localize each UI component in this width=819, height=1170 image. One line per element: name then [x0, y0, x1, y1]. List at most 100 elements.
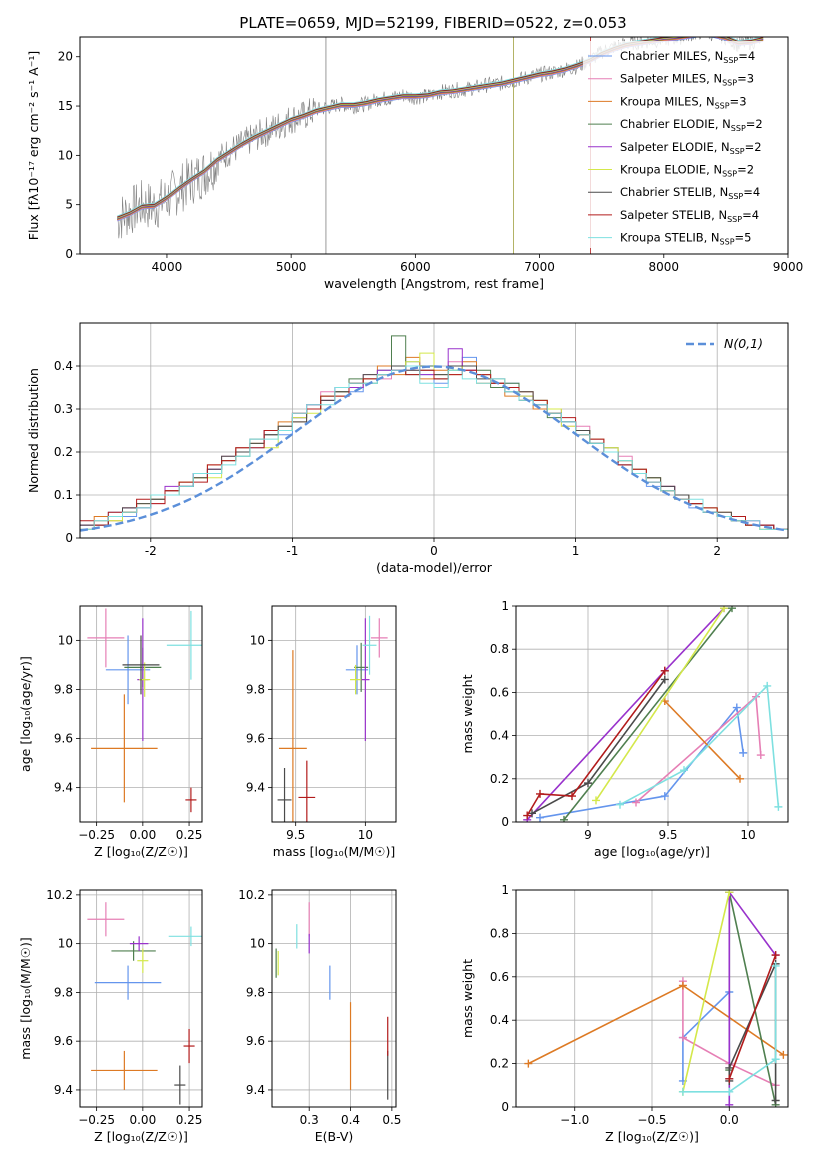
- error-bar-point: [362, 615, 377, 675]
- x-axis-label: Z [log₁₀(Z/Z☉)]: [94, 844, 188, 859]
- mass-weight-marker: [771, 1055, 780, 1064]
- legend-entry: Salpeter STELIB, NSSP=4: [620, 208, 759, 224]
- x-tick-label: 9000: [773, 260, 804, 274]
- x-tick-label: 0.5: [382, 1113, 401, 1127]
- legend-nssp-eq: =: [742, 208, 752, 222]
- error-bar-point: [370, 618, 388, 658]
- scatter-plot-area: [87, 902, 202, 1105]
- ticks: −0.25 0.00 0.25 9.4 9.6 9.8 10 10.2: [46, 888, 202, 1127]
- error-bar-point: [111, 941, 156, 961]
- mass-weight-marker: [771, 1096, 780, 1105]
- y-tick-label: 10: [250, 633, 265, 647]
- x-axis-label: E(B-V): [315, 1129, 354, 1144]
- x-axis-label: (data-model)/error: [376, 560, 493, 575]
- error-bar-point: [91, 694, 158, 803]
- mass-weight-marker: [523, 811, 532, 820]
- x-tick-label: -2: [145, 544, 157, 558]
- legend-series-name: Kroupa MILES: [620, 94, 699, 108]
- error-bar-point: [278, 650, 307, 822]
- legend-nssp-subscript: SSP: [723, 56, 738, 65]
- y-tick-label: 0.2: [54, 445, 73, 459]
- x-tick-label: 2: [713, 544, 721, 558]
- mass-weight-marker: [725, 1063, 734, 1072]
- legend-series-name: Chabrier ELODIE: [620, 117, 715, 131]
- mass-weight-marker: [732, 703, 741, 712]
- y-tick-label: 0.1: [54, 488, 73, 502]
- y-tick-label: 9.4: [54, 781, 73, 795]
- mass-weight-marker: [763, 681, 772, 690]
- legend-nssp-eq: =: [730, 94, 740, 108]
- x-tick-label: −1.0: [560, 1113, 589, 1127]
- legend-nssp-label: , N: [712, 185, 728, 199]
- mass-weight-marker: [739, 748, 748, 757]
- weight-plot-area: [523, 606, 783, 822]
- y-tick-label: 0.8: [490, 926, 509, 940]
- x-tick-label: 0.25: [176, 828, 203, 842]
- legend-entry: Chabrier STELIB, NSSP=4: [620, 185, 760, 201]
- y-tick-label: 0.6: [490, 685, 509, 699]
- mass-weight-marker: [725, 890, 734, 897]
- mass-weight-marker: [536, 789, 544, 798]
- legend-entry: Salpeter ELODIE, NSSP=2: [620, 140, 762, 156]
- y-axis-label: Flux [fλ10⁻¹⁷ erg cm⁻² s⁻¹ A⁻¹]: [26, 51, 41, 240]
- mass-weight-marker: [616, 800, 624, 809]
- ticks: 9 9.5 10 0 0.2 0.4 0.6 0.8 1: [490, 599, 756, 842]
- legend-nssp-label: , N: [704, 231, 720, 245]
- error-bar-point: [345, 645, 369, 695]
- y-tick-label: 9.8: [54, 985, 73, 999]
- mass-weight-line: [682, 966, 777, 1093]
- error-bar-point: [137, 948, 149, 973]
- x-tick-label: 9.5: [658, 828, 677, 842]
- mass-weight-marker: [536, 813, 544, 822]
- residual-legend: N(0,1): [686, 336, 763, 351]
- mass-weight-marker: [660, 666, 669, 675]
- x-tick-label: −0.5: [637, 1113, 666, 1127]
- legend-nssp-value: 3: [747, 72, 754, 86]
- y-tick-label: 0.6: [490, 970, 509, 984]
- legend-nssp-subscript: SSP: [722, 79, 737, 88]
- mass-weight-line: [563, 607, 733, 821]
- legend-entry: Chabrier MILES, NSSP=4: [620, 49, 755, 65]
- mass-weight-line: [664, 700, 741, 780]
- y-tick-label: 0: [65, 531, 73, 545]
- mass-weight-line: [682, 981, 776, 1087]
- x-tick-label: 6000: [400, 260, 431, 274]
- x-tick-label: 9: [584, 828, 592, 842]
- legend-nssp-label: , N: [714, 140, 730, 154]
- x-tick-label: 0: [430, 544, 438, 558]
- mass-weight-marker: [736, 774, 744, 783]
- y-tick-label: 9.4: [54, 1083, 73, 1097]
- x-tick-label: 1: [572, 544, 580, 558]
- residual-histogram: [80, 365, 788, 538]
- error-bar-point: [350, 664, 362, 695]
- axes-frame: [271, 889, 397, 1108]
- spectrum-panel: 4000 5000 6000 7000 8000 9000 0 5 10 15 20 waveleng…: [26, 36, 804, 291]
- error-bar-point: [168, 926, 202, 947]
- y-axis-label: mass weight: [460, 959, 475, 1038]
- mass-weight-line: [682, 892, 731, 1092]
- legend-entry: Chabrier ELODIE, NSSP=2: [620, 117, 763, 133]
- weight-vs-metallicity-panel: −1.0 −0.5 0.0 0 0.2 0.4 0.6 0.8 1 Z [log₁₀(Z/Z☉)]…: [460, 883, 789, 1144]
- mass-weight-marker: [725, 1087, 734, 1096]
- y-tick-label: 10.2: [238, 888, 265, 902]
- model-fit-line: [117, 37, 764, 219]
- legend-nssp-subscript: SSP: [722, 170, 737, 179]
- error-bar-point: [87, 902, 125, 937]
- y-tick-label: 0.8: [490, 642, 509, 656]
- error-bar-point: [183, 1028, 195, 1064]
- mass-weight-marker: [725, 1074, 734, 1083]
- legend-background: [583, 41, 785, 248]
- legend-series-name: Salpeter STELIB: [620, 208, 711, 222]
- legend-nssp-label: , N: [699, 94, 715, 108]
- ticks: 9.5 10 9.4 9.6 9.8 10: [246, 633, 373, 842]
- x-tick-label: 0.00: [129, 828, 156, 842]
- mass-weight-marker: [680, 766, 688, 775]
- legend-nssp-subscript: SSP: [715, 101, 730, 110]
- y-tick-label: 5: [65, 198, 73, 212]
- legend-series-name: Salpeter ELODIE: [620, 140, 714, 154]
- axes-frame: [79, 889, 203, 1108]
- mass-weight-marker: [632, 798, 640, 807]
- mass-weight-marker: [728, 606, 736, 613]
- legend-entry: Kroupa ELODIE, NSSP=2: [620, 163, 754, 179]
